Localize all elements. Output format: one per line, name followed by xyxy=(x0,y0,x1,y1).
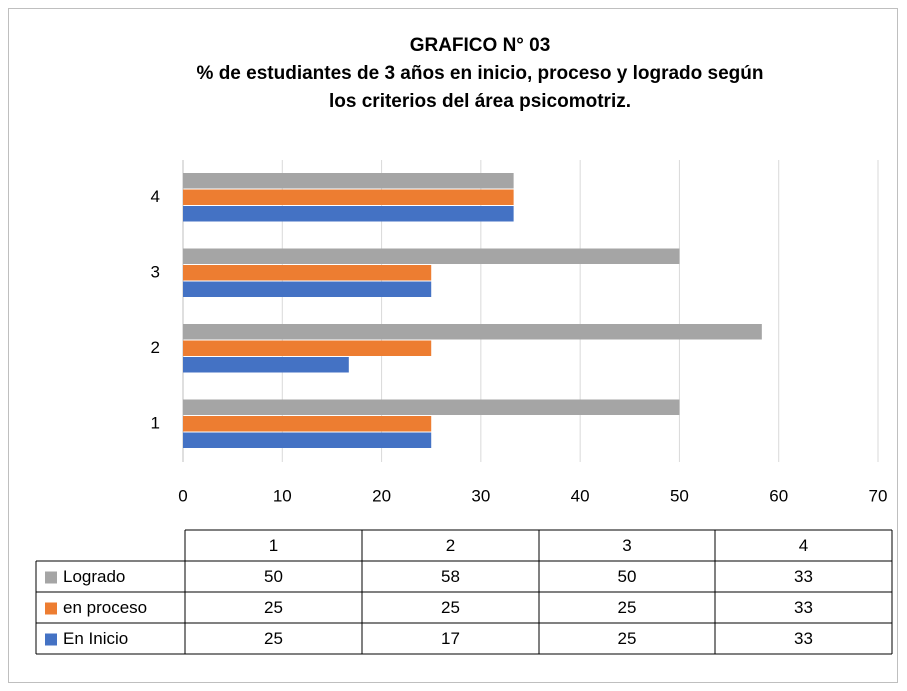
x-tick-label: 70 xyxy=(869,486,888,505)
bar xyxy=(183,324,762,340)
bar xyxy=(183,432,432,448)
table-cell: 33 xyxy=(794,629,813,648)
bar xyxy=(183,416,432,432)
y-tick-label: 4 xyxy=(151,187,160,206)
bar xyxy=(183,189,514,205)
bar xyxy=(183,248,680,264)
chart-frame xyxy=(8,8,898,683)
legend-label: Logrado xyxy=(63,567,125,586)
x-tick-label: 40 xyxy=(571,486,590,505)
chart-title: % de estudiantes de 3 años en inicio, pr… xyxy=(197,63,764,84)
x-tick-label: 60 xyxy=(769,486,788,505)
bar xyxy=(183,340,432,356)
bar xyxy=(183,357,349,373)
legend-swatch xyxy=(45,633,57,646)
table-cell: 50 xyxy=(264,567,283,586)
table-cell: 33 xyxy=(794,598,813,617)
x-tick-label: 10 xyxy=(273,486,292,505)
y-tick-label: 3 xyxy=(151,263,160,282)
x-tick-label: 50 xyxy=(670,486,689,505)
table-cell: 25 xyxy=(264,629,283,648)
legend-label: en proceso xyxy=(63,598,147,617)
table-cell: 17 xyxy=(441,629,460,648)
bar xyxy=(183,173,514,189)
table-cell: 25 xyxy=(264,598,283,617)
table-cell: 50 xyxy=(618,567,637,586)
x-tick-label: 30 xyxy=(471,486,490,505)
legend-swatch xyxy=(45,571,57,584)
x-tick-label: 0 xyxy=(178,486,187,505)
bar xyxy=(183,281,432,297)
table-header: 1 xyxy=(269,536,278,555)
bar xyxy=(183,399,680,415)
table-cell: 25 xyxy=(618,598,637,617)
bar xyxy=(183,265,432,281)
table-cell: 33 xyxy=(794,567,813,586)
table-cell: 25 xyxy=(441,598,460,617)
chart-title: GRAFICO N° 03 xyxy=(410,35,551,56)
legend-label: En Inicio xyxy=(63,629,128,648)
table-cell: 25 xyxy=(618,629,637,648)
legend-swatch xyxy=(45,602,57,615)
y-tick-label: 2 xyxy=(151,338,160,357)
table-header: 4 xyxy=(799,536,808,555)
table-header: 3 xyxy=(622,536,631,555)
y-tick-label: 1 xyxy=(151,414,160,433)
table-header: 2 xyxy=(446,536,455,555)
table-cell: 58 xyxy=(441,567,460,586)
x-tick-label: 20 xyxy=(372,486,391,505)
bar xyxy=(183,206,514,222)
chart-title: los criterios del área psicomotriz. xyxy=(329,91,631,112)
